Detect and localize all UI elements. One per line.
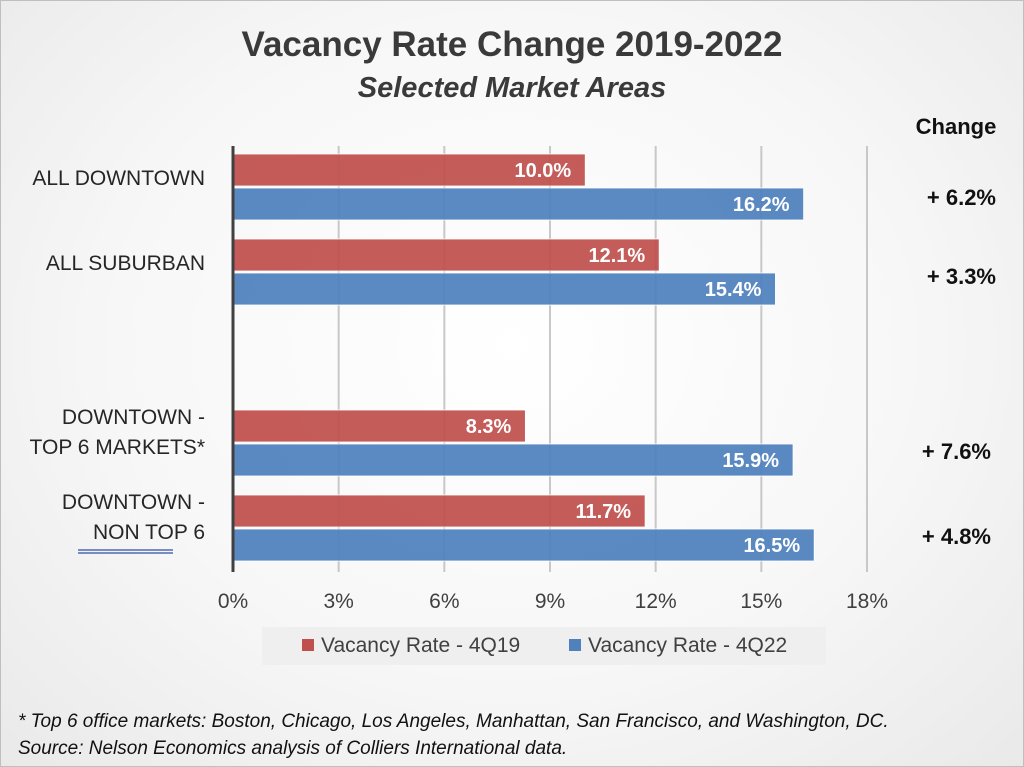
- data-label: 15.4%: [705, 279, 762, 301]
- category-label: TOP 6 MARKETS*: [30, 436, 205, 459]
- change-value: + 3.3%: [927, 264, 996, 289]
- data-label: 11.7%: [575, 501, 631, 523]
- bar-4q22: [232, 187, 804, 221]
- axis-layer: 0% 3% 6% 9% 12% 15% 18% ALL DOWNTOWN ALL SUBURBA…: [30, 146, 888, 613]
- x-tick-label: 15%: [740, 590, 782, 613]
- x-tick-label: 12%: [635, 590, 677, 613]
- legend-swatch: [302, 639, 314, 651]
- legend-swatch: [569, 639, 581, 651]
- x-tick-label: 3%: [323, 590, 353, 613]
- data-label: 10.0%: [515, 160, 572, 182]
- change-header: Change: [916, 114, 997, 139]
- footnote-line-1: * Top 6 office markets: Boston, Chicago,…: [18, 711, 889, 732]
- chart-subtitle: Selected Market Areas: [358, 72, 666, 104]
- legend-background: [262, 627, 826, 665]
- category-label-non-top-6: NON TOP 6: [93, 521, 205, 544]
- legend: Vacancy Rate - 4Q19 Vacancy Rate - 4Q22: [302, 634, 787, 657]
- change-value: + 7.6%: [922, 439, 991, 464]
- bar-4q19: [232, 409, 526, 443]
- x-tick-label: 0%: [218, 590, 248, 613]
- x-tick-label: 9%: [535, 590, 565, 613]
- footnote-line-2: Source: Nelson Economics analysis of Col…: [18, 738, 567, 759]
- data-label: 8.3%: [466, 416, 512, 438]
- bar-4q22: [232, 528, 815, 562]
- bar-4q22: [232, 272, 776, 306]
- data-label: 15.9%: [722, 450, 779, 472]
- chart-title: Vacancy Rate Change 2019-2022: [242, 25, 783, 64]
- label-layer: 10.0% 12.1% 8.3% 11.7% 16.2% 15.4% 15.9% 16.5% +…: [466, 160, 996, 557]
- bar-4q22: [232, 443, 794, 477]
- x-tick-label: 18%: [846, 590, 888, 613]
- change-value: + 4.8%: [922, 524, 991, 549]
- bar-4q19: [232, 238, 660, 272]
- data-label: 16.2%: [733, 194, 790, 216]
- data-label: 12.1%: [588, 245, 645, 267]
- category-label: DOWNTOWN -: [62, 406, 205, 429]
- data-label: 16.5%: [743, 535, 800, 557]
- category-label: DOWNTOWN -: [62, 491, 205, 514]
- legend-label: Vacancy Rate - 4Q19: [321, 634, 520, 657]
- bar-layer: [232, 153, 815, 562]
- bar-4q19: [232, 494, 646, 528]
- category-label: ALL SUBURBAN: [46, 252, 205, 275]
- x-tick-label: 6%: [429, 590, 459, 613]
- bar-4q19: [232, 153, 586, 187]
- change-value: + 6.2%: [927, 185, 996, 210]
- legend-label: Vacancy Rate - 4Q22: [588, 634, 787, 657]
- category-label: ALL DOWNTOWN: [32, 167, 205, 190]
